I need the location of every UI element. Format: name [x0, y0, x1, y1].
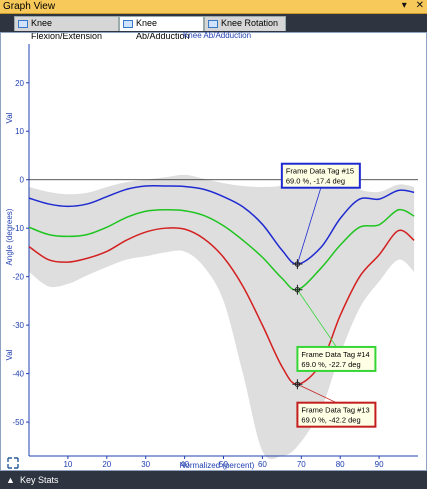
window-title: Graph View: [3, 1, 56, 12]
deviation-band: [29, 172, 415, 460]
x-tick-label: 90: [375, 460, 384, 469]
status-bar[interactable]: ▲ Key Stats: [0, 471, 427, 489]
y-tick-label: -10: [12, 224, 24, 233]
x-tick-label: 40: [180, 460, 189, 469]
annotation-title: Frame Data Tag #14: [301, 350, 369, 359]
tab-knee-flexion-extension[interactable]: Knee Flexion/Extension: [14, 16, 119, 41]
x-tick-label: 70: [297, 460, 306, 469]
annotation-box: [296, 345, 377, 372]
marker-2: [292, 379, 303, 390]
y-axis-label: Angle (degrees): [5, 208, 14, 265]
x-axis-label: Normalized (percent): [180, 461, 255, 470]
graph-icon: [123, 20, 133, 28]
annotation-leader: [297, 187, 322, 265]
y-val-label-top: Val: [5, 112, 14, 123]
pin-icon[interactable]: ▾: [401, 0, 407, 11]
y-tick-label: 20: [15, 79, 24, 88]
graph-icon: [18, 20, 28, 28]
tab-label: Knee Rotation: [221, 18, 279, 28]
x-tick-label: 80: [336, 460, 345, 469]
status-label: Key Stats: [20, 475, 59, 485]
series-lines: [28, 184, 415, 386]
y-tick-label: 0: [20, 176, 25, 185]
annotation-leader: [297, 383, 337, 404]
data-point-marker: [294, 381, 301, 387]
annotation-title: Frame Data Tag #15: [286, 167, 354, 176]
marker-1: [292, 284, 303, 295]
annotation-leader: [297, 289, 337, 348]
graph-icon: [208, 20, 218, 28]
x-tick-label: 10: [63, 460, 72, 469]
series-line-2: [28, 227, 415, 386]
annotation-title: Frame Data Tag #13: [301, 406, 369, 415]
annotation-value: 69.0 %, -17.4 deg: [286, 177, 345, 186]
close-icon[interactable]: ✕: [415, 0, 424, 11]
y-tick-label: -20: [12, 273, 24, 282]
annotation-box: [280, 162, 361, 189]
data-point-marker: [294, 287, 301, 293]
series-line-1: [28, 208, 415, 291]
tab-bar: Knee Flexion/Extension Knee Ab/Adduction…: [0, 14, 427, 41]
annotation-box: [296, 401, 377, 428]
x-tick-label: 60: [258, 460, 267, 469]
x-tick-label: 30: [141, 460, 150, 469]
tab-knee-rotation[interactable]: Knee Rotation: [204, 16, 286, 31]
chart-title: Knee Ab/Adduction: [183, 31, 251, 40]
triangle-up-icon[interactable]: ▲: [6, 475, 15, 485]
tab-label: Knee Flexion/Extension: [31, 18, 103, 41]
x-tick-label: 50: [219, 460, 228, 469]
titlebar-controls: ▾ ✕: [396, 0, 424, 11]
y-tick-label: -30: [12, 321, 24, 330]
series-line-0: [28, 184, 415, 265]
tab-knee-ab-adduction[interactable]: Knee Ab/Adduction: [119, 16, 204, 41]
marker-0: [292, 259, 303, 270]
window-titlebar: Graph View ▾ ✕: [0, 0, 427, 14]
annotation-value: 69.0 %, -42.2 deg: [301, 416, 360, 425]
tab-label: Knee Ab/Adduction: [136, 18, 190, 41]
y-tick-label: -50: [12, 418, 24, 427]
std-dev-band: [29, 172, 415, 460]
y-tick-label: -40: [12, 370, 24, 379]
data-point-marker: [294, 261, 301, 267]
y-tick-label: 10: [15, 127, 24, 136]
expand-icon[interactable]: [7, 457, 19, 469]
annotation-value: 69.0 %, -22.7 deg: [301, 360, 360, 369]
y-val-label-bottom: Val: [5, 349, 14, 360]
x-tick-label: 20: [102, 460, 111, 469]
